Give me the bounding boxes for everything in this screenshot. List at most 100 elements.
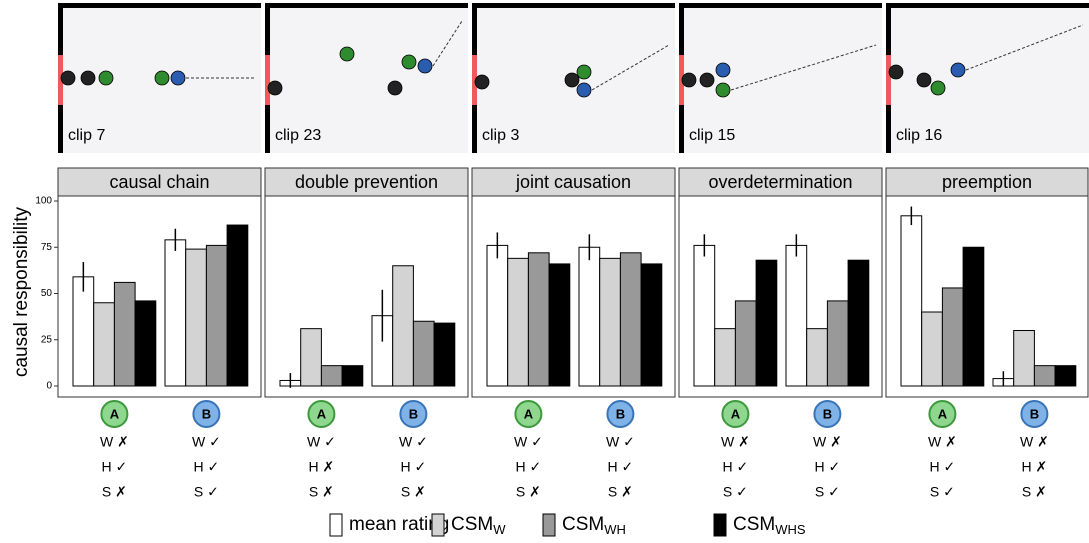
category-badge xyxy=(721,400,750,428)
clip-wall-top xyxy=(886,3,1089,8)
criterion-check: W ✓ xyxy=(399,434,428,450)
legend-label: CSMWH xyxy=(562,514,626,537)
clip-wall-top xyxy=(265,3,468,8)
bar xyxy=(806,328,828,387)
category-badge xyxy=(928,400,957,428)
criterion-check: W ✓ xyxy=(606,434,635,450)
criterion-check: W ✗ xyxy=(928,434,957,450)
bar xyxy=(1054,365,1077,387)
legend-label-sub: WHS xyxy=(775,522,806,537)
bar xyxy=(486,244,509,387)
bar xyxy=(714,328,736,387)
clip-frame xyxy=(265,3,468,153)
bar xyxy=(205,244,228,387)
clip-ball xyxy=(699,72,715,88)
clip-caption: clip 15 xyxy=(689,127,735,144)
bar xyxy=(226,224,249,387)
facet-strip xyxy=(471,167,676,197)
category-badge xyxy=(307,400,336,428)
clip-ball xyxy=(267,80,283,96)
bar xyxy=(300,328,322,387)
x-tick-label: B xyxy=(823,406,832,421)
facet-title: double prevention xyxy=(295,172,438,192)
criterion-check: H ✓ xyxy=(930,459,956,475)
clip-ball xyxy=(474,74,490,90)
criterion-check: H ✗ xyxy=(1022,459,1048,475)
clip-ball xyxy=(930,80,946,96)
bar xyxy=(619,252,642,387)
category-badge xyxy=(192,400,221,428)
bar xyxy=(755,259,778,387)
bar xyxy=(320,365,343,387)
clip-path xyxy=(432,20,463,67)
clip-ball xyxy=(170,70,186,86)
bar xyxy=(900,215,923,387)
criterion-check: H ✗ xyxy=(309,459,335,475)
clip-caption: clip 3 xyxy=(482,127,519,144)
category-badge xyxy=(399,400,428,428)
bar xyxy=(941,287,964,387)
clip-ball xyxy=(916,72,932,88)
criterion-check: W ✓ xyxy=(514,434,543,450)
bar xyxy=(134,300,157,387)
y-axis-label: causal responsibility xyxy=(11,206,32,377)
clip-caption: clip 16 xyxy=(896,127,942,144)
legend-label-sub: WH xyxy=(604,522,626,537)
x-tick-label: A xyxy=(731,406,741,421)
category-badge xyxy=(813,400,842,428)
legend-swatch xyxy=(542,513,556,537)
clip-ball xyxy=(80,70,96,86)
x-tick-label: A xyxy=(524,406,534,421)
legend-label-text: CSM xyxy=(451,514,493,535)
clip-ball xyxy=(401,54,417,70)
criterion-check: S ✓ xyxy=(723,484,748,500)
legend-swatch xyxy=(713,513,727,537)
facet-title: causal chain xyxy=(109,172,209,192)
bar xyxy=(1033,365,1056,387)
bar xyxy=(72,276,95,387)
criterion-check: W ✓ xyxy=(192,434,221,450)
bar xyxy=(785,244,808,387)
legend-swatch xyxy=(431,513,445,537)
y-tick-label: 0 xyxy=(46,381,52,392)
clip-wall-top xyxy=(58,3,261,8)
criterion-check: H ✓ xyxy=(723,459,749,475)
x-tick-label: B xyxy=(1030,406,1039,421)
clip-goal xyxy=(886,55,891,105)
facet-title: preemption xyxy=(942,172,1032,192)
criterion-check: S ✓ xyxy=(815,484,840,500)
clip-caption: clip 7 xyxy=(68,127,105,144)
clip-goal xyxy=(265,55,270,105)
bar xyxy=(734,300,757,387)
criterion-check: S ✗ xyxy=(102,484,127,500)
bar xyxy=(826,300,849,387)
criterion-check: H ✓ xyxy=(608,459,634,475)
clip-goal xyxy=(472,55,477,105)
legend-swatch xyxy=(329,513,343,537)
criterion-check: W ✗ xyxy=(813,434,842,450)
criterion-check: S ✗ xyxy=(1022,484,1047,500)
category-badge xyxy=(100,400,129,428)
criterion-check: S ✓ xyxy=(194,484,219,500)
clip-ball xyxy=(950,62,966,78)
clip-ball xyxy=(681,72,697,88)
bar xyxy=(527,252,550,387)
criterion-check: H ✓ xyxy=(516,459,542,475)
clip-goal xyxy=(58,55,63,105)
clip-ball xyxy=(387,80,403,96)
x-tick-label: A xyxy=(938,406,948,421)
bar xyxy=(640,263,663,387)
x-tick-label: A xyxy=(317,406,327,421)
bar xyxy=(93,302,115,387)
clip-ball xyxy=(715,82,731,98)
clip-wall-top xyxy=(472,3,675,8)
bar xyxy=(412,320,435,387)
bar xyxy=(847,259,870,387)
criterion-check: S ✗ xyxy=(309,484,334,500)
category-badge xyxy=(1020,400,1049,428)
category-badge xyxy=(514,400,543,428)
y-tick-label: 25 xyxy=(41,334,53,345)
clip-ball xyxy=(576,82,592,98)
bar xyxy=(921,311,943,387)
